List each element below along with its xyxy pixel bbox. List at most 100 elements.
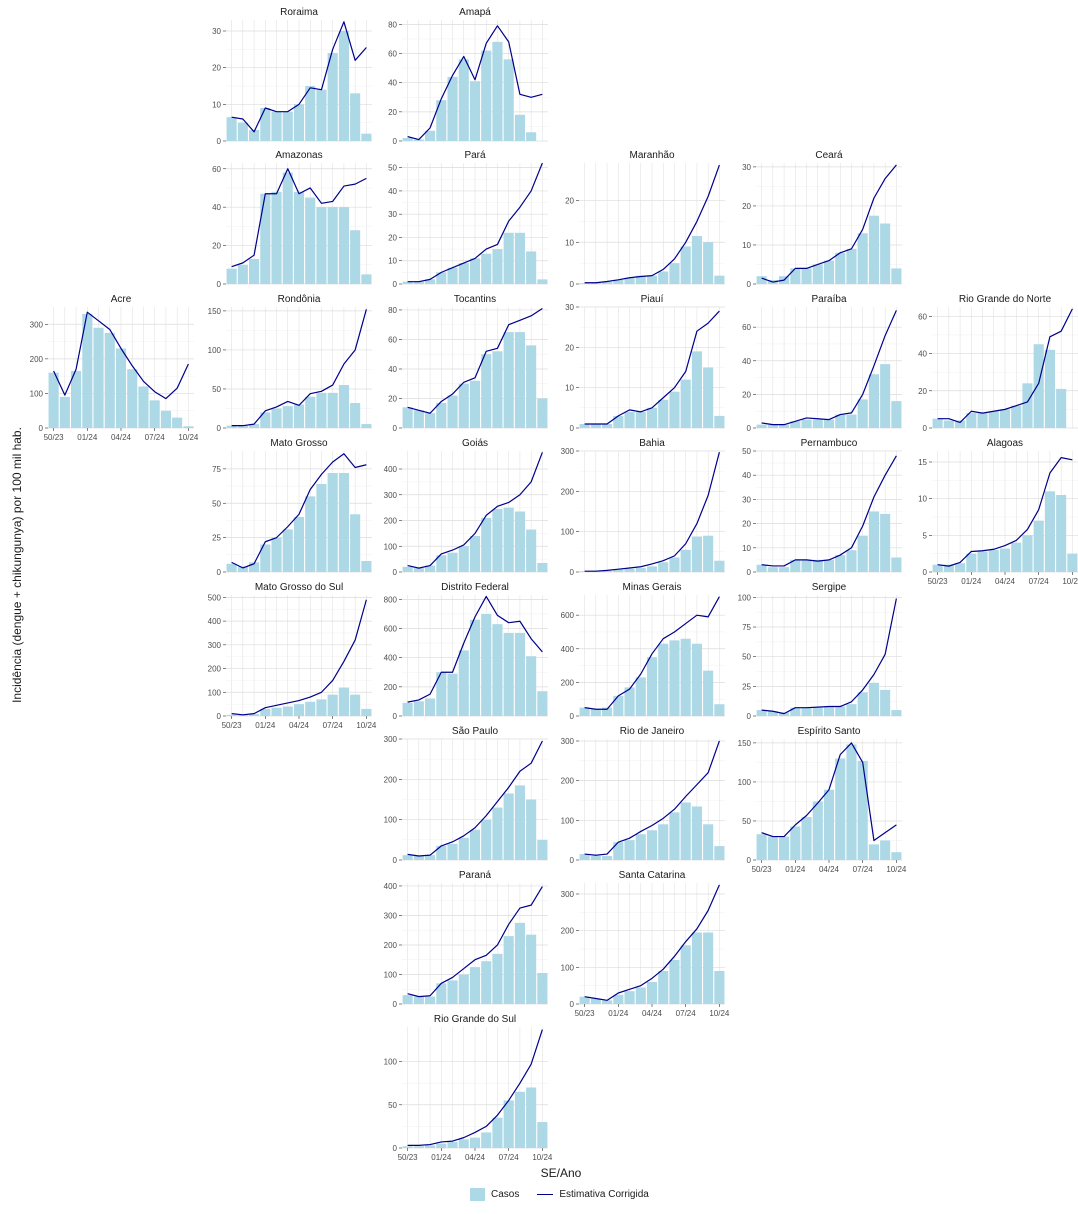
bar: [492, 249, 503, 284]
bar: [868, 511, 879, 572]
panel-espirito-santo: Espírito Santo 0 50 100 150 50/23 01/24 04/24 07…: [738, 726, 907, 874]
x-tick-label: 04/24: [819, 865, 840, 874]
bar: [613, 569, 624, 572]
y-tick-label: 40: [388, 79, 397, 88]
y-tick-label: 100: [561, 963, 575, 972]
y-tick-label: 100: [30, 389, 44, 398]
bar: [249, 714, 260, 716]
y-tick-label: 200: [384, 683, 398, 692]
panel-title: Pernambuco: [801, 438, 858, 449]
estimate-line: [937, 457, 1073, 567]
y-tick-label: 0: [217, 424, 222, 433]
bar: [436, 1143, 447, 1148]
y-tick-label: 200: [561, 927, 575, 936]
y-tick-label: 0: [217, 137, 222, 146]
y-tick-label: 50: [742, 653, 751, 662]
y-tick-label: 100: [384, 542, 398, 551]
panel-goias: Goiás 0 100 200 300 400: [384, 438, 548, 577]
bar: [1022, 535, 1033, 572]
panel-title: Acre: [111, 294, 132, 305]
bar: [966, 553, 977, 572]
y-tick-label: 20: [388, 394, 397, 403]
bar: [835, 252, 846, 284]
y-tick-label: 60: [388, 335, 397, 344]
bar: [590, 423, 601, 428]
y-tick-label: 5: [923, 531, 928, 540]
bar: [458, 1139, 469, 1148]
panel-mato-grosso-do-sul: Mato Grosso do Sul 0 100 200 300 400 500 50/23 0…: [208, 582, 377, 730]
bar: [669, 391, 680, 428]
bar: [226, 714, 237, 716]
bar: [801, 268, 812, 284]
bar: [282, 111, 293, 141]
bar: [316, 207, 327, 284]
bar: [447, 76, 458, 141]
bar: [1067, 553, 1078, 572]
estimate-line: [407, 452, 543, 569]
bar: [526, 934, 537, 1004]
bar: [361, 274, 372, 284]
bar: [492, 807, 503, 860]
bar: [779, 424, 790, 428]
y-tick-label: 30: [742, 495, 751, 504]
bar: [503, 793, 514, 860]
y-tick-label: 100: [384, 816, 398, 825]
bar: [880, 513, 891, 572]
y-tick-label: 30: [212, 27, 221, 36]
bar: [977, 413, 988, 428]
x-tick-label: 10/24: [1062, 577, 1078, 586]
bar: [846, 704, 857, 716]
estimate-line: [761, 598, 897, 715]
bar: [579, 707, 590, 716]
bar: [447, 843, 458, 860]
bar: [537, 1122, 548, 1148]
bar: [613, 842, 624, 860]
bar: [537, 839, 548, 860]
bar: [880, 840, 891, 860]
estimate-line: [231, 309, 367, 427]
y-tick-label: 0: [217, 568, 222, 577]
panel-title: Distrito Federal: [441, 582, 509, 593]
bar: [71, 370, 82, 428]
y-tick-label: 200: [384, 517, 398, 526]
bar: [413, 701, 424, 716]
bar: [226, 117, 237, 141]
bar: [492, 508, 503, 572]
panel-title: Pará: [464, 150, 486, 161]
y-tick-label: 40: [388, 187, 397, 196]
y-tick-label: 200: [384, 775, 398, 784]
y-tick-label: 600: [561, 611, 575, 620]
panel-minas-gerais: Minas Gerais 0 200 400 600: [561, 582, 725, 721]
bar: [492, 953, 503, 1004]
panel-title: Tocantins: [454, 294, 496, 305]
bar: [691, 932, 702, 1004]
bar: [1056, 495, 1067, 572]
panel-title: Rio de Janeiro: [620, 726, 685, 737]
y-tick-label: 15: [918, 458, 927, 467]
y-tick-label: 10: [565, 238, 574, 247]
bar: [260, 193, 271, 284]
bar: [316, 89, 327, 141]
bar: [590, 282, 601, 284]
bar: [868, 844, 879, 860]
bar: [602, 281, 613, 284]
bar: [316, 392, 327, 428]
y-tick-label: 0: [393, 1000, 398, 1009]
bar: [812, 707, 823, 716]
bar: [149, 400, 160, 428]
bar: [779, 567, 790, 572]
bar: [469, 81, 481, 141]
y-tick-label: 60: [212, 165, 221, 174]
bar: [503, 507, 514, 572]
bar: [503, 1100, 514, 1148]
bar: [868, 374, 879, 428]
y-tick-label: 0: [570, 856, 575, 865]
bar: [226, 268, 237, 284]
y-tick-label: 50: [388, 164, 397, 173]
bar: [271, 191, 282, 284]
y-tick-label: 300: [561, 890, 575, 899]
bar: [714, 560, 725, 572]
y-tick-label: 40: [918, 350, 927, 359]
x-tick-label: 10/24: [709, 1009, 730, 1018]
y-tick-label: 60: [742, 323, 751, 332]
